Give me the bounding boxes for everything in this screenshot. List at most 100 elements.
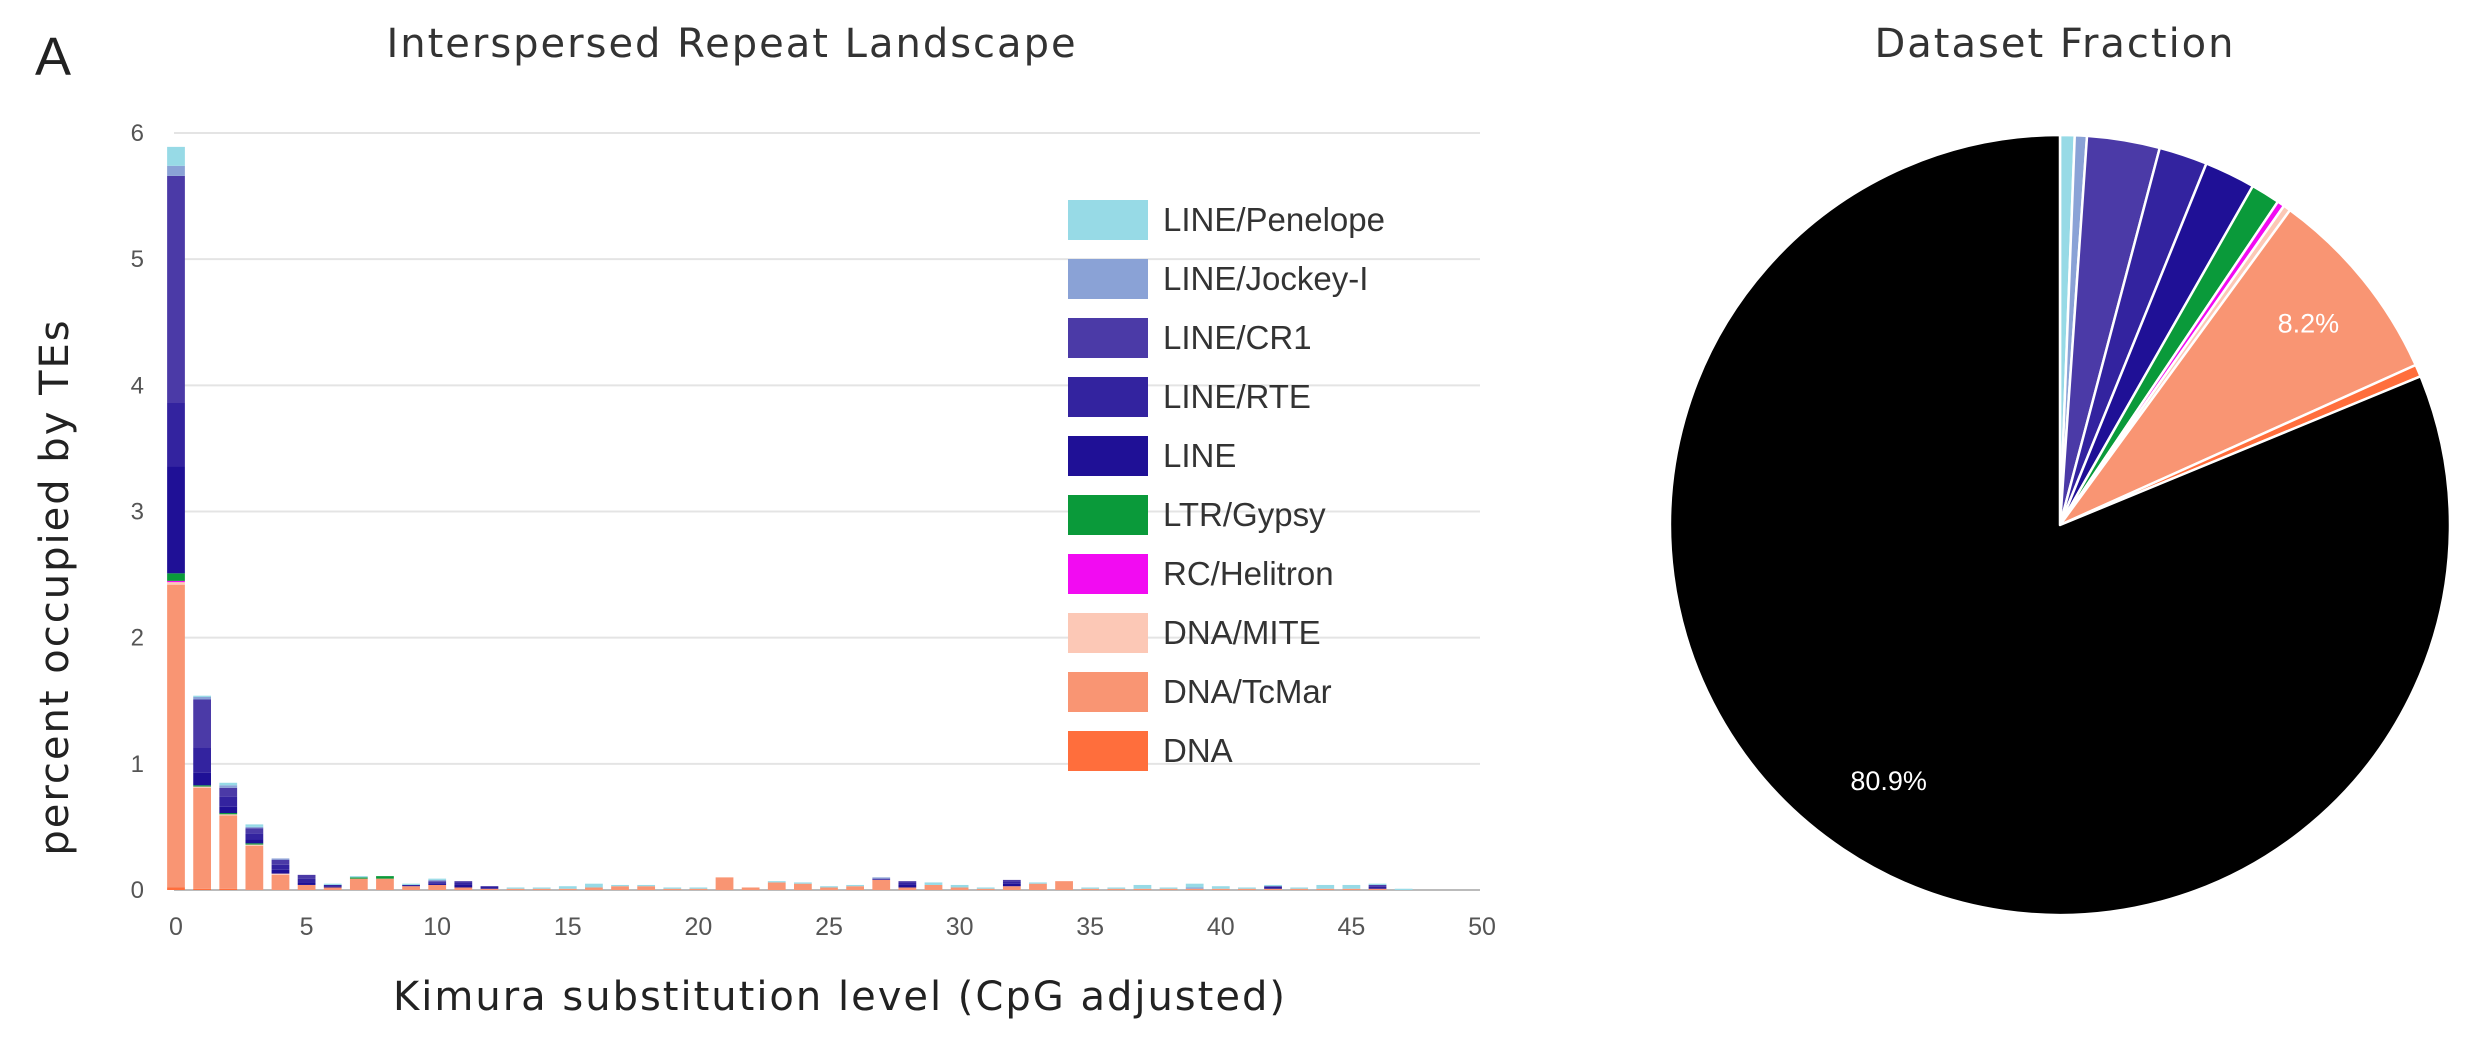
bar-dna-tcmar-9 bbox=[402, 886, 420, 890]
bar-line-28 bbox=[898, 884, 917, 888]
bar-dna-0 bbox=[167, 887, 185, 890]
bar-line-rte-46 bbox=[1368, 886, 1387, 888]
bar-line-rte-1 bbox=[193, 747, 212, 773]
bar-dna-tcmar-33 bbox=[1029, 883, 1047, 890]
bar-line-penelope-0 bbox=[167, 146, 185, 166]
bar-dna-tcmar-31 bbox=[976, 888, 995, 890]
bar-line-rte-9 bbox=[402, 884, 420, 887]
bar-line-penelope-20 bbox=[689, 887, 708, 889]
bar-dna-mite-0 bbox=[167, 582, 185, 585]
pie-slice-unmasked bbox=[1668, 133, 2452, 917]
x-tick-label: 10 bbox=[423, 913, 451, 941]
bar-dna-1 bbox=[193, 888, 212, 890]
bar-dna-tcmar-43 bbox=[1290, 888, 1309, 890]
bar-dna-mite-1 bbox=[193, 786, 212, 788]
legend-label-rc-helitron: RC/Helitron bbox=[1163, 555, 1334, 592]
bar-line-cr1-32 bbox=[1002, 879, 1021, 882]
bar-line-penelope-9 bbox=[402, 883, 420, 885]
x-axis-ticks: 0 5 10 15 20 25 30 35 40 45 50 bbox=[169, 913, 1496, 941]
bar-ltr-gypsy-2 bbox=[219, 813, 238, 815]
bar-dna-tcmar-37 bbox=[1133, 888, 1152, 890]
x-axis-label: Kimura substitution level (CpG adjusted) bbox=[393, 974, 1287, 1020]
bar-line-penelope-30 bbox=[950, 884, 969, 888]
bar-line-cr1-5 bbox=[297, 874, 316, 879]
legend-swatch-line-rte bbox=[1068, 377, 1148, 417]
bar-dna-tcmar-4 bbox=[271, 874, 290, 890]
bar-line-cr1-27 bbox=[872, 878, 891, 880]
bar-dna-tcmar-23 bbox=[767, 882, 786, 890]
bar-ltr-gypsy-8 bbox=[376, 876, 394, 879]
dataset-fraction-chart: Dataset Fraction 8.2% 80.9% bbox=[1668, 21, 2452, 917]
legend-label-line-penelope: LINE/Penelope bbox=[1163, 201, 1385, 238]
bar-line-0 bbox=[167, 466, 185, 574]
bar-line-6 bbox=[323, 886, 342, 888]
bar-line-penelope-35 bbox=[1081, 887, 1100, 889]
bar-line-rte-4 bbox=[271, 864, 290, 870]
bar-line-cr1-3 bbox=[245, 828, 264, 834]
bar-dna-tcmar-38 bbox=[1159, 888, 1178, 890]
bar-line-penelope-13 bbox=[506, 887, 525, 889]
x-tick-label: 15 bbox=[554, 913, 582, 941]
landscape-title: Interspersed Repeat Landscape bbox=[386, 21, 1077, 67]
bar-dna-tcmar-30 bbox=[950, 887, 969, 890]
bar-line-cr1-10 bbox=[428, 881, 447, 883]
bar-line-penelope-47 bbox=[1394, 888, 1413, 890]
bar-line-3 bbox=[245, 839, 264, 844]
bar-line-penelope-25 bbox=[820, 886, 838, 888]
legend: LINE/Penelope LINE/Jockey-I LINE/CR1 LINE/R… bbox=[1068, 200, 1385, 771]
bar-line-cr1-11 bbox=[454, 881, 473, 883]
bar-dna-tcmar-2 bbox=[219, 815, 238, 889]
bar-dna-tcmar-27 bbox=[872, 879, 891, 890]
bar-line-jockey-i-2 bbox=[219, 785, 238, 788]
x-tick-label: 50 bbox=[1468, 913, 1496, 941]
y-tick-label: 2 bbox=[131, 625, 144, 652]
bar-dna-tcmar-32 bbox=[1002, 886, 1021, 890]
y-axis-ticks: 0 1 2 3 4 5 6 bbox=[131, 120, 144, 904]
bar-dna-tcmar-10 bbox=[428, 884, 447, 890]
bar-line-penelope-45 bbox=[1342, 884, 1361, 889]
bar-line-cr1-28 bbox=[898, 881, 917, 883]
legend-swatch-rc-helitron bbox=[1068, 554, 1148, 594]
bar-line-rte-2 bbox=[219, 796, 238, 807]
pie-label-unmasked: 80.9% bbox=[1850, 766, 1927, 796]
legend-swatch-line-cr1 bbox=[1068, 318, 1148, 358]
legend-label-line-rte: LINE/RTE bbox=[1163, 378, 1311, 415]
bar-line-46 bbox=[1368, 887, 1387, 889]
bar-line-1 bbox=[193, 772, 212, 786]
bar-dna-tcmar-36 bbox=[1107, 888, 1126, 890]
bar-line-penelope-14 bbox=[532, 887, 551, 889]
bar-line-jockey-i-39 bbox=[1185, 887, 1204, 889]
y-axis-label: percent occupied by TEs bbox=[32, 318, 78, 855]
bar-dna-tcmar-14 bbox=[532, 888, 551, 890]
bar-dna-tcmar-25 bbox=[820, 887, 838, 890]
bar-line-penelope-3 bbox=[245, 824, 264, 827]
bar-line-penelope-37 bbox=[1133, 884, 1152, 889]
bars bbox=[167, 146, 1413, 890]
bar-ltr-gypsy-7 bbox=[349, 877, 368, 879]
pie-slice-dna-tcmar bbox=[2058, 208, 2417, 527]
bar-dna-tcmar-1 bbox=[193, 787, 212, 889]
bar-line-rte-32 bbox=[1002, 881, 1021, 884]
x-tick-label: 35 bbox=[1076, 913, 1104, 941]
legend-label-dna-mite: DNA/MITE bbox=[1163, 614, 1321, 651]
bar-rc-helitron-0 bbox=[167, 580, 185, 583]
bar-line-penelope-18 bbox=[637, 884, 656, 887]
bar-dna-tcmar-16 bbox=[585, 887, 603, 890]
legend-swatch-ltr-gypsy bbox=[1068, 495, 1148, 535]
bar-dna-tcmar-40 bbox=[1211, 888, 1230, 890]
bar-dna-tcmar-42 bbox=[1264, 888, 1282, 890]
legend-label-ltr-gypsy: LTR/Gypsy bbox=[1163, 496, 1326, 533]
bar-line-rte-42 bbox=[1264, 886, 1282, 888]
pie-title: Dataset Fraction bbox=[1874, 21, 2235, 67]
bar-dna-tcmar-20 bbox=[689, 888, 708, 890]
y-tick-label: 4 bbox=[131, 372, 144, 399]
bar-dna-tcmar-17 bbox=[611, 886, 629, 890]
bar-line-penelope-29 bbox=[924, 882, 943, 885]
legend-label-line-cr1: LINE/CR1 bbox=[1163, 319, 1312, 356]
pie-slices bbox=[1668, 133, 2452, 917]
legend-swatch-dna-mite bbox=[1068, 613, 1148, 653]
y-tick-label: 0 bbox=[131, 877, 144, 904]
x-tick-label: 25 bbox=[815, 913, 843, 941]
